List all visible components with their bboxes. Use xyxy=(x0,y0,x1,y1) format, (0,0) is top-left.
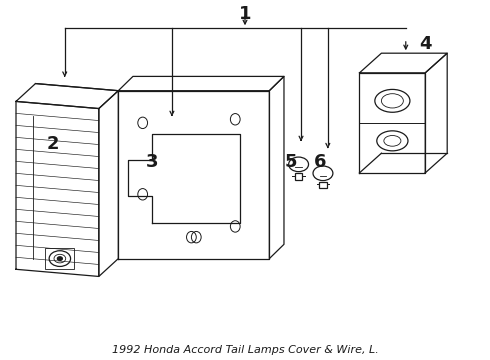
Circle shape xyxy=(57,257,62,260)
Text: 1: 1 xyxy=(239,5,251,23)
Text: 2: 2 xyxy=(46,135,59,153)
Text: 1992 Honda Accord Tail Lamps Cover & Wire, L.: 1992 Honda Accord Tail Lamps Cover & Wir… xyxy=(112,345,378,355)
Text: 5: 5 xyxy=(285,153,297,171)
Text: 4: 4 xyxy=(419,35,432,53)
Bar xyxy=(295,173,302,180)
Text: 6: 6 xyxy=(314,153,327,171)
Text: 3: 3 xyxy=(146,153,159,171)
Bar xyxy=(319,182,327,189)
